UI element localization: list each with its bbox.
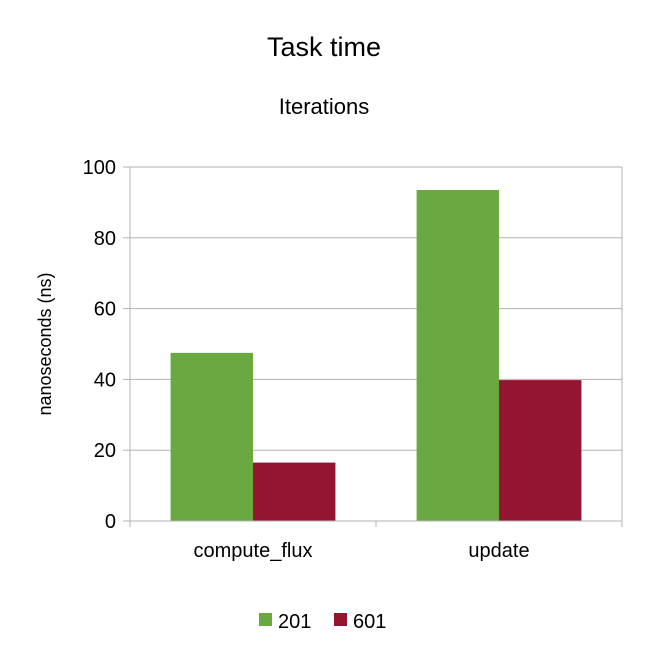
axes (123, 166, 623, 527)
category-labels: compute_flux update (194, 540, 530, 562)
y-tick-label: 40 (94, 369, 116, 391)
y-tick-label: 100 (83, 157, 116, 179)
y-tick-label: 0 (105, 511, 116, 533)
y-tick-label: 20 (94, 440, 116, 462)
legend-swatch (259, 613, 272, 626)
bar-update-601 (499, 380, 582, 521)
legend-label: 201 (278, 611, 311, 633)
legend-label: 601 (353, 611, 386, 633)
y-tick-labels: 0 20 40 60 80 100 (83, 157, 116, 533)
legend: 201 601 (259, 611, 386, 633)
chart-subtitle: Iterations (279, 94, 370, 119)
y-tick-label: 80 (94, 228, 116, 250)
y-axis-title: nanoseconds (ns) (35, 272, 55, 415)
bar-compute_flux-201 (170, 352, 253, 521)
bars (170, 190, 582, 521)
bar-compute_flux-601 (253, 462, 336, 521)
y-tick-label: 60 (94, 299, 116, 321)
bar-update-201 (416, 190, 499, 521)
category-label: update (468, 540, 529, 562)
category-label: compute_flux (194, 540, 313, 562)
chart-title: Task time (267, 32, 381, 62)
legend-swatch (334, 613, 347, 626)
